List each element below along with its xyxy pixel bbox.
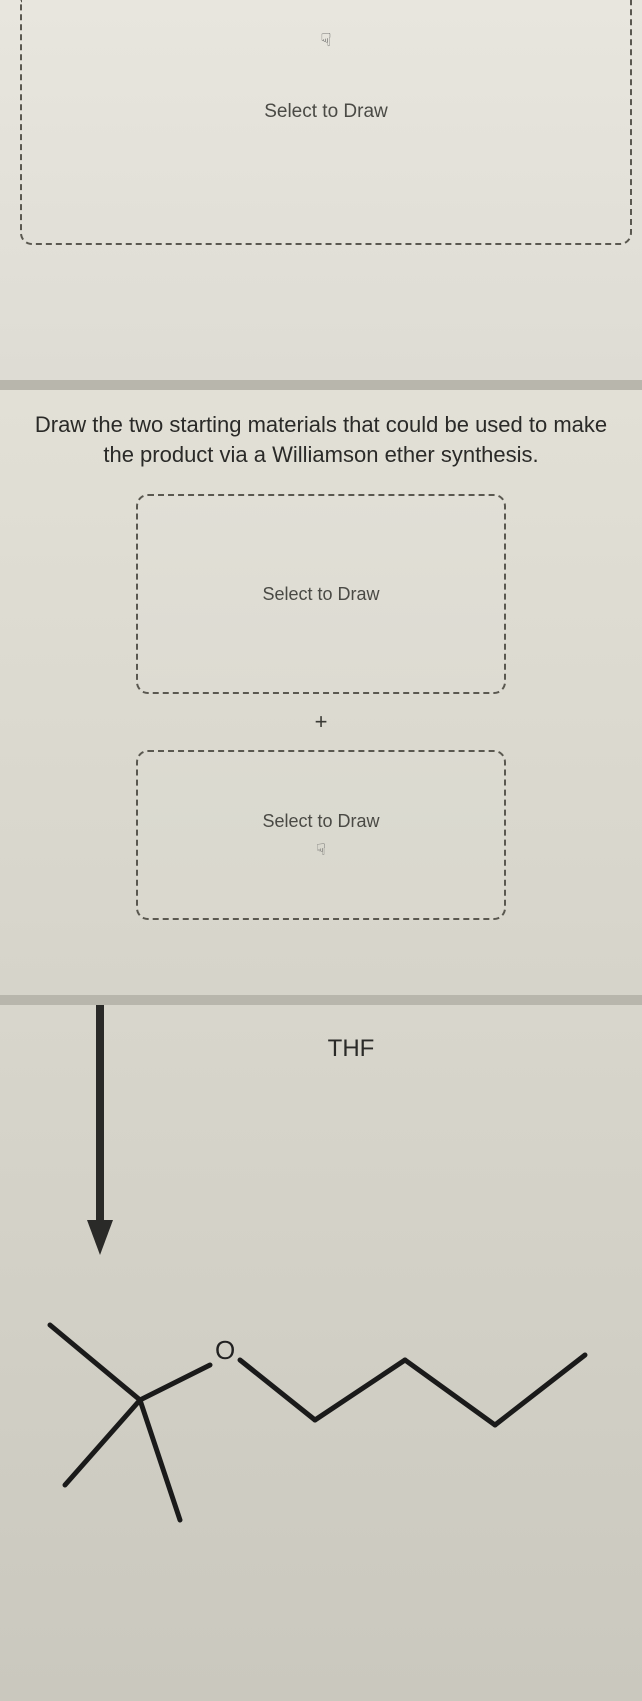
oxygen-atom-label: O bbox=[215, 1335, 235, 1366]
product-structure: O bbox=[0, 1285, 642, 1665]
question-section: Draw the two starting materials that cou… bbox=[0, 390, 642, 995]
plus-operator: + bbox=[10, 709, 632, 735]
draw-box-1[interactable]: ☟ Select to Draw bbox=[20, 0, 632, 245]
draw-box-3[interactable]: Select to Draw ☟ bbox=[136, 750, 506, 920]
reaction-arrow bbox=[85, 1005, 115, 1255]
select-label-3: Select to Draw bbox=[262, 811, 379, 832]
pointer-icon: ☟ bbox=[316, 840, 326, 860]
solvent-label: THF bbox=[60, 1035, 642, 1063]
select-label-2: Select to Draw bbox=[262, 584, 379, 605]
select-label-1: Select to Draw bbox=[264, 101, 388, 123]
question-text: Draw the two starting materials that cou… bbox=[10, 410, 632, 494]
draw-box-2[interactable]: Select to Draw bbox=[136, 494, 506, 694]
product-section: THF O bbox=[0, 1005, 642, 1701]
section-divider-1 bbox=[0, 380, 642, 390]
pointer-icon: ☟ bbox=[321, 30, 332, 51]
section-divider-2 bbox=[0, 995, 642, 1005]
draw-section-1: ☟ Select to Draw bbox=[0, 0, 642, 380]
